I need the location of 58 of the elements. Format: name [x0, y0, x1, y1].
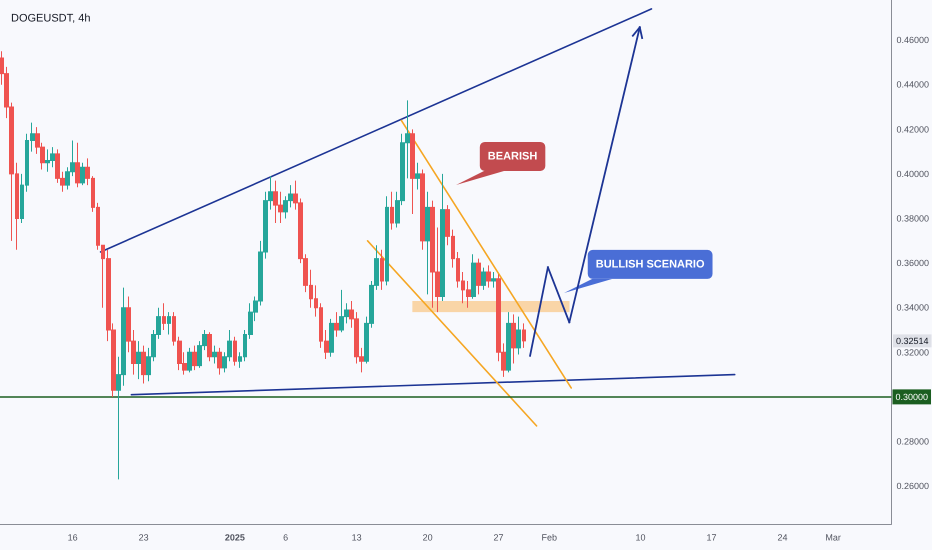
- candlestick: [385, 196, 389, 286]
- candlestick: [162, 302, 166, 331]
- x-tick-label: 20: [422, 532, 433, 542]
- candlestick: [80, 162, 85, 186]
- y-tick-label: 0.42000: [896, 124, 930, 134]
- candlestick: [212, 345, 217, 364]
- candlestick: [187, 347, 192, 373]
- candlestick: [334, 312, 339, 338]
- text: DOGEUSDT, 4h: [11, 12, 90, 24]
- ref-line-label: 0.30000: [895, 392, 928, 402]
- candlestick: [380, 249, 384, 290]
- candlestick: [511, 314, 516, 364]
- candlestick: [471, 254, 476, 300]
- candlestick: [491, 272, 496, 288]
- y-tick-label: 0.46000: [896, 35, 930, 46]
- candlestick: [425, 191, 430, 295]
- y-tick-label: 0.32000: [896, 347, 930, 358]
- x-tick-label: 13: [352, 532, 362, 542]
- y-tick-label: 0.44000: [896, 80, 930, 90]
- x-tick-label: Feb: [541, 532, 558, 542]
- candlestick: [476, 258, 481, 295]
- candlestick: [522, 322, 526, 348]
- annotation: BULLISH SCENARIO: [596, 258, 705, 270]
- candlestick: [415, 162, 420, 190]
- candlestick: [75, 142, 80, 188]
- candlestick: [329, 318, 334, 358]
- candlestick: [481, 267, 486, 290]
- y-tick-label: 0.26000: [896, 481, 930, 492]
- candlestick: [233, 336, 237, 366]
- x-tick-label: 16: [68, 532, 78, 542]
- candlestick: [440, 173, 445, 302]
- y-tick-label: 0.34000: [896, 302, 930, 313]
- x-tick-label: 24: [777, 532, 788, 542]
- x-tick-label: Mar: [825, 532, 841, 542]
- candlestick: [410, 128, 415, 215]
- x-tick-label: 27: [494, 532, 504, 542]
- x-tick-label: 2025: [224, 532, 245, 542]
- candlestick: [136, 340, 141, 380]
- candlestick: [506, 312, 511, 373]
- annotation: BEARISH: [488, 150, 538, 162]
- candlestick: [167, 312, 171, 335]
- candlestick: [192, 345, 197, 371]
- candlestick: [420, 168, 425, 250]
- candlestick: [516, 316, 521, 356]
- candlestick: [207, 332, 212, 362]
- candlestick: [217, 347, 222, 376]
- y-tick-label: 0.28000: [896, 436, 930, 446]
- x-tick-label: 17: [706, 532, 716, 542]
- x-tick-label: 6: [283, 532, 288, 542]
- y-tick-label: 0.36000: [896, 258, 930, 268]
- y-tick-label: 0.38000: [896, 214, 930, 224]
- candlestick: [486, 264, 491, 288]
- candlestick: [390, 191, 394, 230]
- annotation: 0.32514: [896, 336, 929, 346]
- y-tick-label: 0.40000: [896, 168, 930, 179]
- x-tick-label: 23: [138, 532, 149, 542]
- x-tick-label: 10: [635, 532, 646, 542]
- candlestick: [141, 345, 146, 384]
